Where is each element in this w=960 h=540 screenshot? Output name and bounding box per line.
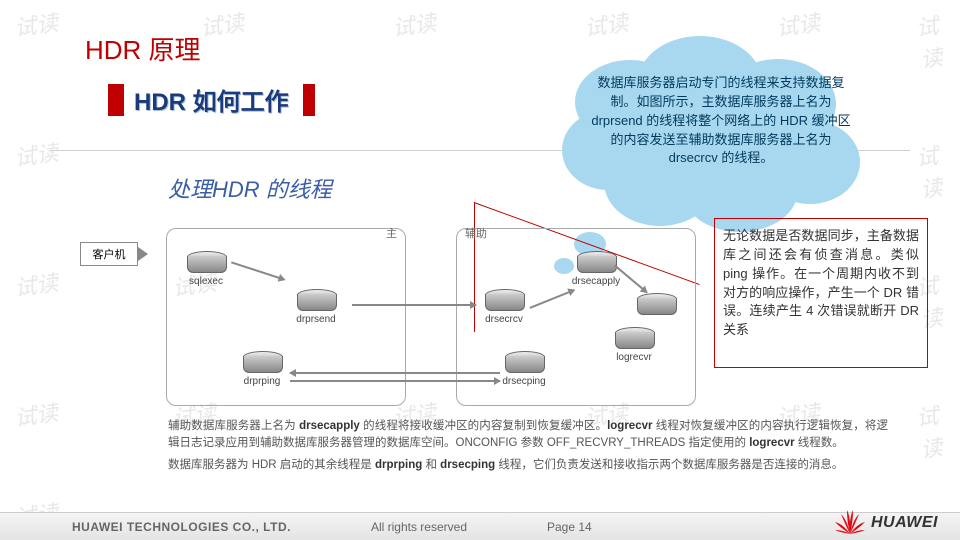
huawei-logo-icon — [835, 510, 865, 536]
primary-label: 主 — [386, 225, 397, 241]
watermark: 试读 — [198, 5, 246, 43]
thread-drsecapply: drsecapply — [569, 251, 623, 287]
cloud-callout: 数据库服务器启动专门的线程来支持数据复制。如图所示，主数据库服务器上名为 drp… — [540, 50, 880, 240]
subtitle-text: HDR 如何工作 — [134, 82, 289, 117]
cloud-text: 数据库服务器启动专门的线程来支持数据复制。如图所示，主数据库服务器上名为 drp… — [590, 74, 852, 168]
secondary-label: 辅助 — [465, 225, 487, 241]
arrow-icon — [138, 247, 148, 261]
watermark: 试读 — [12, 395, 60, 433]
accent-block-left — [108, 84, 124, 116]
thread-drsecping: drsecping — [497, 351, 551, 387]
thread-drprping: drprping — [235, 351, 289, 387]
thread-logrecvr: logrecvr — [607, 327, 661, 363]
footer-rights: All rights reserved — [371, 520, 467, 534]
subtitle-bar: HDR 如何工作 — [108, 82, 315, 117]
watermark: 试读 — [12, 135, 60, 173]
arrow-icon — [290, 380, 500, 382]
footer-page: Page 14 — [547, 520, 592, 534]
huawei-logo: HUAWEI — [835, 510, 938, 536]
footer-company: HUAWEI TECHNOLOGIES CO., LTD. — [72, 520, 291, 534]
thread-sqlexec: sqlexec — [179, 251, 233, 287]
accent-block-right — [303, 84, 315, 116]
thread-drprsend: drprsend — [289, 289, 343, 325]
arrow-icon — [290, 372, 500, 374]
watermark: 试读 — [12, 5, 60, 43]
thread-logrecvr2 — [629, 293, 683, 315]
body-text: 辅助数据库服务器上名为 drsecapply 的线程将接收缓冲区的内容复制到恢复… — [168, 418, 888, 478]
watermark: 试读 — [914, 5, 960, 74]
section-label: 处理HDR 的线程 — [168, 172, 332, 204]
hdr-diagram: 客户机 主 sqlexec drprsend drprping 辅助 drsec… — [80, 228, 700, 428]
watermark: 试读 — [914, 395, 960, 464]
watermark: 试读 — [390, 5, 438, 43]
body-paragraph-1: 辅助数据库服务器上名为 drsecapply 的线程将接收缓冲区的内容复制到恢复… — [168, 418, 888, 453]
watermark: 试读 — [12, 265, 60, 303]
huawei-logo-text: HUAWEI — [871, 514, 938, 532]
body-paragraph-2: 数据库服务器为 HDR 启动的其余线程是 drprping 和 drsecpin… — [168, 457, 888, 474]
footer-bar: HUAWEI TECHNOLOGIES CO., LTD. All rights… — [0, 512, 960, 540]
arrow-icon — [352, 304, 476, 306]
client-box: 客户机 — [80, 242, 138, 266]
watermark: 试读 — [914, 135, 960, 204]
thread-drsecrcv: drsecrcv — [477, 289, 531, 325]
side-note-box: 无论数据是否数据同步，主备数据库之间还会有侦查消息。类似 ping 操作。在一个… — [714, 218, 928, 368]
slide-title: HDR 原理 — [85, 30, 201, 67]
